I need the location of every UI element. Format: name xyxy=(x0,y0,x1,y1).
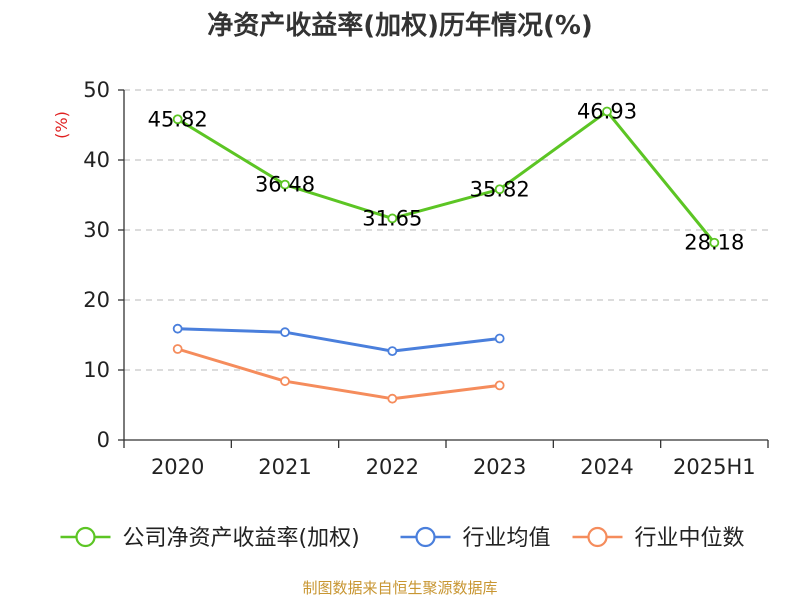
legend-label: 公司净资产收益率(加权) xyxy=(123,526,360,551)
data-point xyxy=(172,114,183,125)
y-tick-label: 0 xyxy=(97,428,110,452)
x-tick-label: 2024 xyxy=(580,455,633,479)
series-lines xyxy=(172,106,720,404)
legend-label: 行业中位数 xyxy=(635,526,745,551)
data-point xyxy=(494,333,505,344)
series-3 xyxy=(172,344,505,404)
data-point xyxy=(280,179,290,190)
x-tick-label: 2023 xyxy=(473,455,526,479)
data-point xyxy=(709,237,720,248)
footer-source: 制图数据来自恒生聚源数据库 xyxy=(302,579,497,597)
data-point xyxy=(602,106,612,117)
legend-marker xyxy=(75,526,96,548)
series-line xyxy=(177,347,500,401)
x-tick-label: 2021 xyxy=(258,455,311,479)
legend: 公司净资产收益率(加权) 行业均值 行业中位数 xyxy=(60,526,745,551)
data-label: 28.18 xyxy=(684,231,744,255)
axes: 0 10 20 30 40 50 2020 2021 2022 2023 2024 2025H1 xyxy=(83,78,769,479)
x-tick-label: 2025H1 xyxy=(673,455,756,479)
gridlines xyxy=(124,89,768,371)
y-tick-label: 10 xyxy=(83,358,110,382)
data-labels: 45.82 36.48 31.65 35.82 46.93 28.18 xyxy=(148,99,745,254)
data-label: 45.82 xyxy=(148,107,208,131)
series-line xyxy=(176,109,716,244)
data-label: 31.65 xyxy=(362,206,422,230)
y-tick-label: 50 xyxy=(83,78,110,102)
legend-label: 行业均值 xyxy=(463,526,551,551)
series-1 xyxy=(172,106,720,248)
data-point xyxy=(387,393,398,404)
x-tick-label: 2020 xyxy=(151,455,204,479)
legend-item: 行业均值 xyxy=(400,526,551,551)
data-point xyxy=(172,344,183,354)
data-point xyxy=(494,184,505,195)
data-label: 36.48 xyxy=(255,173,315,197)
legend-item: 公司净资产收益率(加权) xyxy=(60,526,360,551)
series-2 xyxy=(172,323,505,357)
data-label: 46.93 xyxy=(577,99,637,123)
data-point xyxy=(387,346,398,357)
data-point xyxy=(494,380,505,391)
data-point xyxy=(280,327,290,338)
y-axis-unit-label: (%) xyxy=(52,111,71,139)
y-tick-label: 20 xyxy=(83,288,110,312)
y-tick-label: 30 xyxy=(83,218,110,242)
x-tick-label: 2022 xyxy=(366,455,419,479)
data-label: 35.82 xyxy=(470,177,530,201)
data-point xyxy=(172,323,183,334)
data-point xyxy=(280,376,290,387)
y-tick-label: 40 xyxy=(83,148,110,172)
legend-marker xyxy=(415,526,436,548)
chart-title: 净资产收益率(加权)历年情况(%) xyxy=(207,10,593,41)
legend-marker xyxy=(587,526,608,548)
series-line xyxy=(177,327,500,353)
data-point xyxy=(387,213,398,224)
legend-item: 行业中位数 xyxy=(572,526,745,551)
